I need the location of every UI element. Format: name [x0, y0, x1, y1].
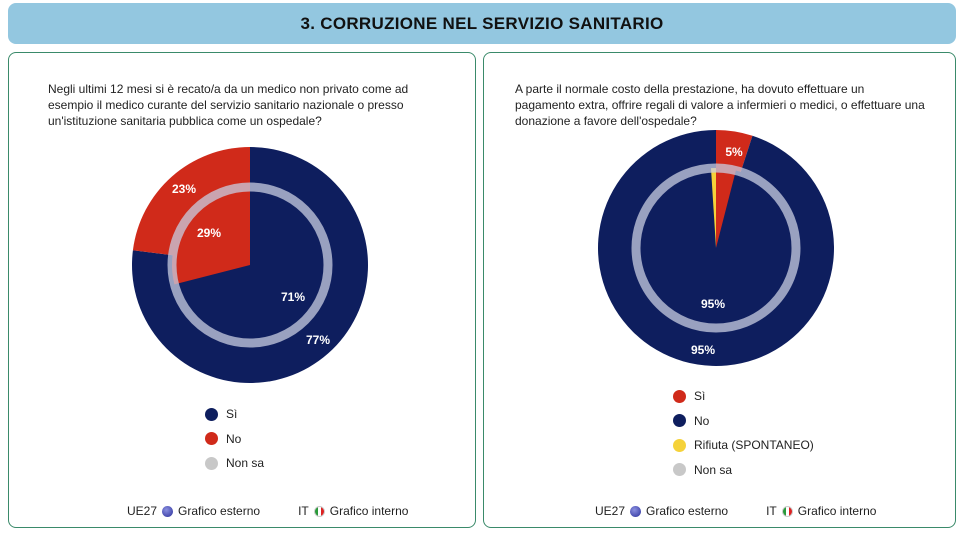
dot-icon — [673, 463, 686, 477]
question-left: Negli ultimi 12 mesi si è recato/a da un… — [48, 82, 409, 128]
legend-item-no: No — [205, 427, 264, 452]
label-outer-si: 77% — [306, 333, 330, 347]
label-outer-no: 95% — [691, 343, 715, 357]
question-right: A parte il normale costo della prestazio… — [515, 82, 925, 128]
italy-flag-icon — [313, 505, 325, 517]
dot-icon — [673, 389, 686, 403]
dot-icon — [673, 438, 686, 452]
legend-item-si: Sì — [673, 384, 814, 409]
italy-flag-icon — [781, 505, 793, 517]
legend-item-rifiuta: Rifiuta (SPONTANEO) — [673, 433, 814, 458]
label-inner-no: 29% — [197, 226, 221, 240]
dot-icon — [673, 414, 686, 428]
ring-separator — [631, 163, 801, 333]
inner-slice-1 — [172, 187, 250, 285]
legend-item-non-sa: Non sa — [205, 451, 264, 476]
eu-flag-icon — [630, 505, 642, 517]
panel-left — [8, 52, 476, 528]
page-title: 3. CORRUZIONE NEL SERVIZIO SANITARIO — [8, 3, 956, 44]
panel-right — [483, 52, 956, 528]
eu-flag-icon — [162, 505, 174, 517]
label-inner-no: 95% — [701, 297, 725, 311]
legend-left: Sì No Non sa — [205, 402, 264, 476]
label-outer-no: 23% — [172, 182, 196, 196]
inner-slice-0 — [716, 168, 736, 248]
footer-left: UE27 Grafico esterno IT Grafico interno — [127, 504, 409, 518]
inner-slice-2 — [710, 168, 716, 248]
legend-item-no: No — [673, 409, 814, 434]
label-outer-si: 5% — [725, 145, 743, 159]
footer-right: UE27 Grafico esterno IT Grafico interno — [595, 504, 877, 518]
inner-slice-0 — [174, 187, 329, 343]
dot-icon — [205, 432, 218, 446]
inner-slice-1 — [636, 168, 796, 328]
label-inner-si: 71% — [281, 290, 305, 304]
legend-right: Sì No Rifiuta (SPONTANEO) Non sa — [673, 384, 814, 482]
ring-separator — [167, 182, 333, 348]
legend-item-non-sa: Non sa — [673, 458, 814, 483]
dot-icon — [205, 407, 218, 421]
legend-item-si: Sì — [205, 402, 264, 427]
dot-icon — [205, 456, 218, 470]
